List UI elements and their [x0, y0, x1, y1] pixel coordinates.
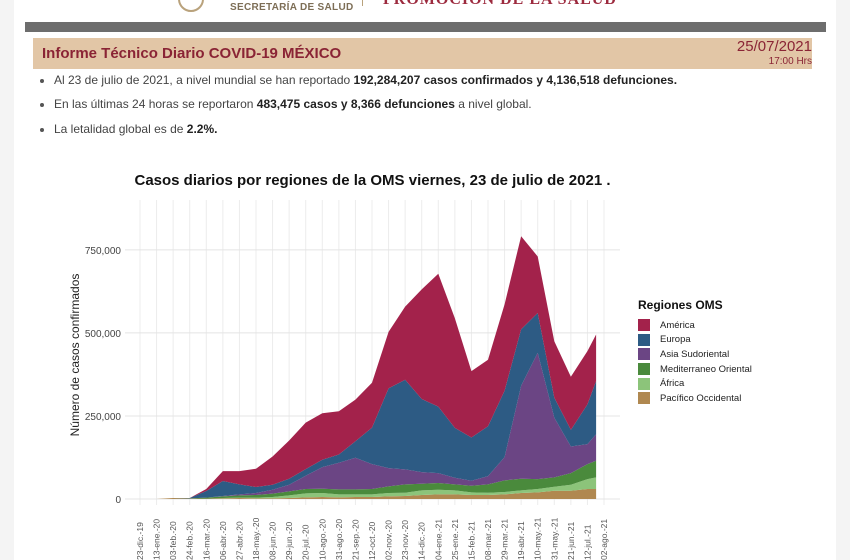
x-tick-label: 13-ene.-20 [152, 519, 162, 560]
y-tick-label: 250,000 [85, 412, 122, 423]
x-tick-label: 21-sep.-20 [350, 519, 360, 560]
legend-swatch [638, 348, 650, 361]
x-tick-label: 20-jul.-20 [301, 524, 311, 560]
y-axis-label: Número de casos confirmados [68, 274, 82, 437]
x-tick-label: 21-jun.-21 [566, 521, 576, 560]
bullet-bold: 483,475 casos y 8,366 defunciones [256, 97, 455, 111]
x-tick-label: 10-ago.-20 [317, 519, 327, 560]
area-europa [140, 312, 597, 499]
y-tick-label: 0 [115, 495, 121, 506]
logo-title: PROMOCIÓN DE LA SALUD [383, 0, 617, 9]
area-asia-sudoriental [140, 352, 597, 499]
logo-divider [362, 0, 363, 6]
x-tick-label: 27-abr.-20 [234, 521, 244, 560]
legend-item: Mediterraneo Oriental [638, 362, 752, 377]
chart-legend: Regiones OMS América Europa Asia Sudorient… [638, 298, 752, 406]
logo-subtitle: SECRETARÍA DE SALUD [230, 2, 354, 13]
x-tick-label: 08-mar.-21 [483, 519, 493, 560]
bullet-global-totals: Al 23 de julio de 2021, a nivel mundial … [40, 73, 677, 87]
area--frica [140, 477, 597, 499]
chart-title: Casos diarios por regiones de la OMS vie… [134, 172, 611, 189]
report-title: Informe Técnico Diario COVID-19 MÉXICO [42, 45, 342, 62]
bullet-dot [40, 78, 44, 83]
x-tick-label: 31-may.-21 [549, 517, 559, 560]
x-tick-label: 03-feb.-20 [168, 521, 178, 560]
legend-swatch [638, 333, 650, 346]
x-tick-label: 12-oct.-20 [367, 521, 377, 560]
area-pac-fico-occidental [140, 489, 597, 499]
x-tick-label: 25-ene.-21 [450, 519, 460, 560]
x-tick-label: 19-abr.-21 [516, 521, 526, 560]
x-tick-label: 10-may.-21 [533, 517, 543, 560]
bullet-lethality: La letalidad global es de 2.2%. [40, 122, 217, 136]
area-mediterraneo-oriental [140, 460, 597, 499]
legend-label: África [660, 378, 685, 390]
report-date: 25/07/2021 [736, 38, 812, 55]
legend-swatch [638, 319, 650, 332]
legend-item: Europa [638, 333, 752, 348]
bullet-last-24h: En las últimas 24 horas se reportaron 48… [40, 97, 532, 111]
legend-label: Asia Sudoriental [660, 348, 730, 360]
x-tick-label: 15-feb.-21 [466, 521, 476, 560]
x-tick-label: 23-nov.-20 [400, 520, 410, 560]
legend-label: América [660, 319, 695, 331]
x-tick-label: 02-ago.-21 [599, 519, 609, 560]
y-tick-label: 500,000 [85, 329, 122, 340]
legend-item: América [638, 318, 752, 333]
legend-title: Regiones OMS [638, 298, 723, 312]
legend-swatch [638, 363, 650, 376]
bullet-bold: 2.2%. [186, 122, 218, 136]
x-tick-label: 31-ago.-20 [334, 519, 344, 560]
x-tick-label: 12-jul.-21 [582, 524, 592, 560]
legend-label: Europa [660, 334, 691, 346]
y-tick-label: 750,000 [85, 246, 122, 257]
bullet-dot [40, 127, 44, 132]
area-am-rica [140, 236, 597, 499]
bullet-dot [40, 102, 44, 107]
x-tick-label: 04-ene.-21 [433, 519, 443, 560]
legend-label: Mediterraneo Oriental [660, 363, 752, 375]
x-tick-label: 14-dic.-20 [417, 522, 427, 560]
legend-item: Asia Sudoriental [638, 347, 752, 362]
bullet-text: Al 23 de julio de 2021, a nivel mundial … [54, 73, 354, 87]
report-title-bar [33, 38, 812, 69]
header-divider-bar [25, 22, 826, 32]
bullet-bold: 192,284,207 casos confirmados y 4,136,51… [353, 73, 678, 87]
legend-label: Pacífico Occidental [660, 392, 742, 404]
x-tick-label: 06-abr.-20 [218, 521, 228, 560]
legend-swatch [638, 392, 650, 405]
bullet-text: La letalidad global es de [54, 122, 187, 136]
legend-item: África [638, 376, 752, 391]
x-tick-label: 29-jun.-20 [284, 521, 294, 560]
x-tick-label: 23-dic.-19 [135, 522, 145, 560]
legend-swatch [638, 377, 650, 390]
bullet-text: En las últimas 24 horas se reportaron [54, 97, 257, 111]
x-tick-label: 08-jun.-20 [268, 521, 278, 560]
x-tick-label: 02-nov.-20 [384, 520, 394, 560]
x-tick-label: 29-mar.-21 [500, 519, 510, 560]
x-tick-label: 16-mar.-20 [201, 519, 211, 560]
x-tick-label: 24-feb.-20 [185, 521, 195, 560]
legend-item: Pacífico Occidental [638, 391, 752, 406]
report-time: 17:00 Hrs [768, 56, 812, 67]
bullet-text: a nivel global. [454, 97, 532, 111]
x-tick-label: 18-may.-20 [251, 517, 261, 560]
